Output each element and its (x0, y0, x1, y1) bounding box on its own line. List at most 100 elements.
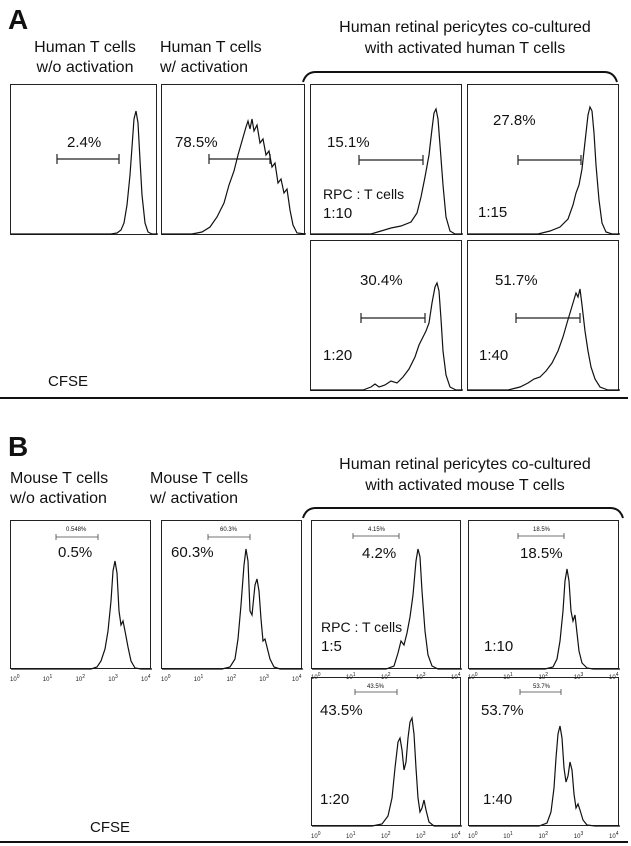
axis-tick-exponent: 1 (509, 831, 513, 837)
label-line: Human T cells (34, 39, 136, 56)
panel-a-letter: A (8, 4, 29, 35)
histogram-curve (311, 107, 463, 235)
axis-tick-label: 102 (75, 674, 85, 683)
axis-tick-label: 101 (503, 672, 513, 681)
axis-tick-exponent: 1 (49, 674, 53, 680)
panel-a-plot-1: 2.4% (10, 84, 158, 235)
panel-b-col2-label: Mouse T cells w/ activation (150, 469, 290, 509)
axis-tick-label: 100 (468, 672, 478, 681)
axis-tick-exponent: 3 (265, 674, 269, 680)
axis-tick-exponent: 4 (615, 831, 619, 837)
panel-b-plot-4: 18.5% 18.5% 1:10 (468, 520, 620, 670)
axis-tick-label: 100 (161, 674, 171, 683)
label-line: Human retinal pericytes co-cultured (339, 19, 591, 36)
axis-tick-label: 103 (416, 672, 426, 681)
axis-tick-label: 102 (538, 831, 548, 840)
label-line: w/o activation (10, 490, 107, 507)
panel-b-coculture-label: Human retinal pericytes co-cultured with… (305, 454, 625, 496)
label-line: Human T cells (160, 39, 262, 56)
rpc-ratio-header: RPC : T cells (323, 186, 405, 202)
panel-b-plot-2: 60.3% 60.3% (161, 520, 303, 670)
axis-tick-exponent: 2 (545, 672, 548, 678)
histogram-curve (469, 689, 620, 827)
axis-tick-exponent: 4 (298, 674, 302, 680)
percent-label: 60.3% (171, 544, 214, 561)
panel-a-axis-line (0, 397, 628, 399)
ratio-label: 1:5 (321, 638, 342, 655)
axis-tick-exponent: 2 (387, 672, 391, 678)
histogram-curve (312, 533, 462, 670)
histogram-curve (11, 534, 152, 670)
percent-label: 51.7% (495, 272, 538, 289)
log-axis-ticks: 100 101 102 103 104 (161, 672, 302, 683)
panel-b-axis-line (0, 841, 628, 843)
axis-tick-exponent: 3 (580, 672, 584, 678)
ratio-label: 1:40 (479, 347, 509, 364)
ratio-label: 1:20 (323, 347, 353, 364)
panel-a-plot-4: 27.8% 1:15 (467, 84, 620, 235)
axis-tick-label: 104 (609, 831, 619, 840)
axis-tick-label: 102 (226, 674, 236, 683)
axis-tick-exponent: 3 (580, 831, 584, 837)
percent-label: 53.7% (481, 702, 524, 719)
panel-a-col2-label: Human T cells w/ activation (160, 38, 290, 78)
axis-tick-exponent: 4 (457, 831, 461, 837)
ratio-label: 1:20 (320, 791, 350, 808)
label-line: w/ activation (160, 59, 249, 76)
axis-tick-exponent: 1 (509, 672, 513, 678)
log-axis-ticks: 100 101 102 103 104 (311, 829, 461, 840)
ratio-label: 1:40 (483, 791, 513, 808)
ratio-label: 1:10 (323, 205, 353, 222)
axis-tick-exponent: 3 (114, 674, 118, 680)
axis-tick-exponent: 1 (200, 674, 204, 680)
histogram-curve (468, 105, 620, 235)
axis-tick-label: 103 (573, 672, 584, 681)
rpc-ratio-header: RPC : T cells (321, 619, 403, 635)
axis-tick-label: 101 (346, 672, 356, 681)
percent-label: 43.5% (320, 702, 363, 719)
label-line: Mouse T cells (150, 470, 249, 487)
axis-tick-label: 104 (141, 674, 151, 683)
axis-tick-label: 103 (416, 831, 426, 840)
axis-tick-label: 104 (292, 674, 302, 683)
panel-a-xlabel: CFSE (48, 373, 89, 390)
percent-label: 0.5% (58, 544, 93, 561)
panel-b-plot-3: 4.15% 4.2% RPC : T cells 1:5 (311, 520, 462, 670)
panel-a-col1-label: Human T cells w/o activation (20, 38, 150, 78)
axis-tick-label: 101 (193, 674, 204, 683)
panel-a-plot-5: 30.4% 1:20 (310, 240, 463, 391)
panel-b-plot-1: 0.548% 0.5% (10, 520, 152, 670)
axis-tick-exponent: 0 (474, 672, 478, 678)
panel-a-bracket (302, 71, 618, 83)
axis-tick-exponent: 3 (422, 831, 426, 837)
ratio-label: 1:10 (484, 638, 514, 655)
histogram-curve (311, 281, 463, 391)
axis-tick-label: 101 (346, 831, 356, 840)
label-line: Mouse T cells (10, 470, 109, 487)
panel-a-plot-3: 15.1% RPC : T cells 1:10 (310, 84, 463, 235)
panel-b-bracket (302, 507, 624, 519)
percent-label: 18.5% (520, 545, 563, 562)
axis-tick-exponent: 2 (387, 831, 391, 837)
axis-tick-exponent: 4 (457, 672, 461, 678)
percent-label: 27.8% (493, 112, 536, 129)
log-axis-ticks: 100 101 102 103 104 (10, 672, 151, 683)
axis-tick-label: 104 (451, 831, 461, 840)
axis-tick-label: 104 (451, 672, 461, 681)
gate-percent-label: 53.7% (533, 684, 551, 690)
axis-tick-label: 100 (10, 674, 20, 683)
axis-tick-exponent: 0 (317, 672, 321, 678)
axis-tick-label: 102 (381, 831, 391, 840)
percent-label: 15.1% (327, 134, 370, 151)
label-line: with activated human T cells (364, 40, 566, 57)
panel-b-xlabel: CFSE (90, 819, 131, 836)
histogram-curve (469, 533, 620, 670)
panel-a-plot-2: 78.5% (161, 84, 306, 235)
axis-tick-exponent: 0 (474, 831, 478, 837)
histogram-curve (312, 689, 462, 827)
label-line: with activated mouse T cells (365, 477, 565, 494)
axis-tick-exponent: 3 (422, 672, 426, 678)
histogram-curve (162, 118, 306, 235)
axis-tick-exponent: 4 (147, 674, 151, 680)
panel-a-plot-6: 51.7% 1:40 (467, 240, 620, 391)
